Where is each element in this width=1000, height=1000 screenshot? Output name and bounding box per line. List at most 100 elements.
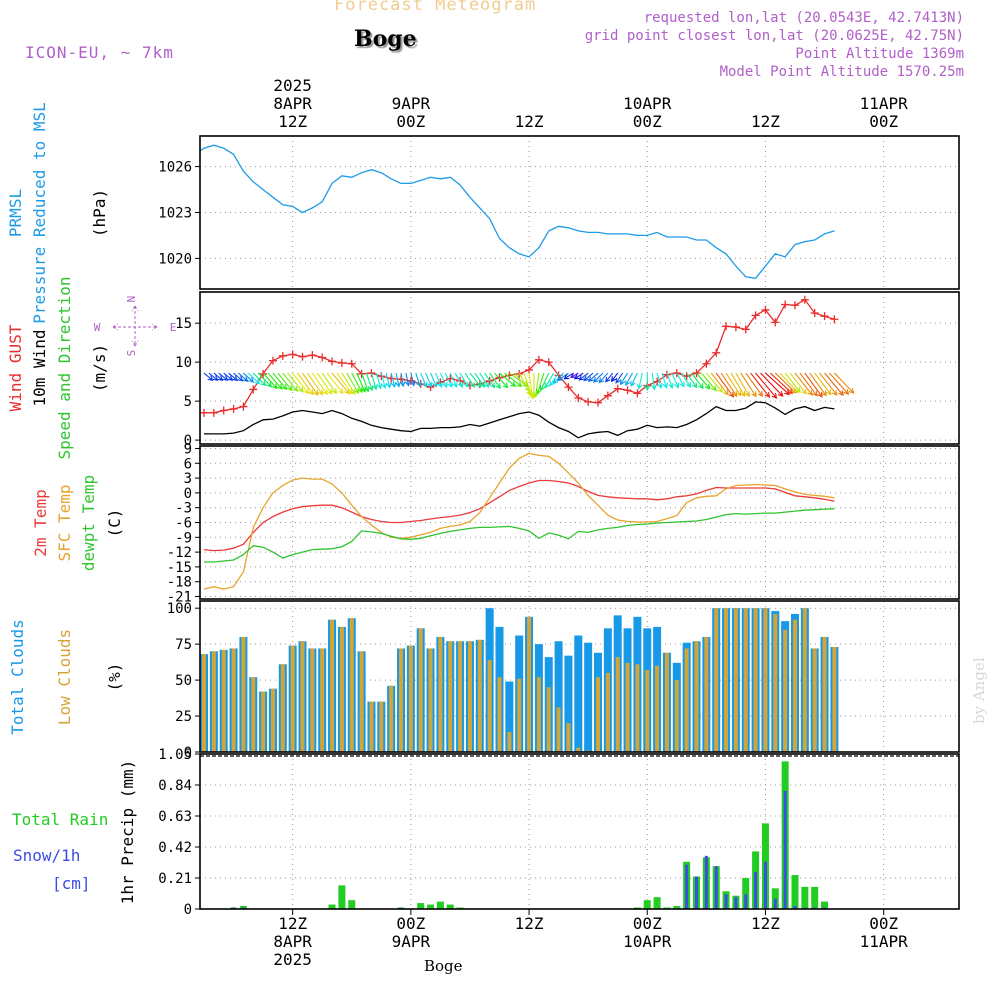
- low-cloud-bar: [418, 628, 423, 752]
- low-cloud-bar: [714, 608, 719, 752]
- low-cloud-bar: [261, 691, 266, 752]
- wind-arrow: [444, 372, 453, 388]
- wind-arrow: [218, 372, 229, 381]
- low-cloud-bar: [300, 641, 305, 752]
- rain-bar: [427, 904, 435, 909]
- temp-unit: (C): [105, 509, 124, 538]
- wind-arrow: [252, 372, 267, 387]
- gust-marker: [298, 352, 307, 361]
- snow-bar: [695, 876, 698, 909]
- low-cloud-bar: [467, 641, 472, 752]
- wind-arrow: [619, 372, 629, 386]
- compass-arrows: [112, 305, 158, 347]
- low-cloud-bar: [753, 608, 758, 752]
- bottom-time-label: 9APR: [392, 932, 431, 951]
- low-cloud-bar: [408, 645, 413, 752]
- low-cloud-bar: [389, 685, 394, 752]
- y-tick-label: -3: [175, 501, 192, 517]
- series-line-prmsl: [200, 144, 835, 279]
- total-cloud-bar: [554, 641, 563, 752]
- gust-marker: [288, 350, 297, 359]
- wind-arrow: [208, 372, 219, 381]
- low-cloud-bar: [211, 651, 216, 752]
- wind-arrow: [691, 372, 704, 390]
- wind-arrow: [557, 372, 569, 382]
- wind-arrow: [824, 372, 844, 397]
- low-cloud-bar: [428, 648, 433, 752]
- panel-clouds: 0 25 50 75 100: [167, 600, 960, 761]
- low-cloud-bar: [497, 677, 502, 752]
- wind-arrow: [203, 372, 214, 381]
- wind-arrow: [399, 372, 406, 388]
- gust-marker: [534, 355, 543, 364]
- y-tick-label: 100: [167, 601, 192, 617]
- wind-arrow: [370, 372, 378, 391]
- gust-marker: [830, 315, 839, 324]
- bottom-time-label: 00Z: [633, 914, 662, 933]
- top-time-label: 11APR: [860, 94, 909, 113]
- wind-gust-axis-title: Wind GUST: [6, 324, 25, 411]
- rain-bar: [801, 886, 809, 909]
- low-cloud-bar: [645, 670, 650, 752]
- low-cloud-bar: [280, 664, 285, 752]
- gust-marker: [800, 295, 809, 304]
- low-cloud-bar: [399, 648, 403, 752]
- wind-arrow: [464, 372, 476, 389]
- wind-arrow: [552, 372, 564, 384]
- wind-arrow: [745, 372, 764, 397]
- rain-bar: [446, 904, 454, 909]
- gust-marker: [406, 376, 415, 385]
- wind-arrow: [484, 372, 496, 389]
- wind-arrow: [696, 372, 711, 390]
- wind-arrow: [233, 372, 244, 382]
- wind-arrow: [740, 372, 757, 398]
- wind-arrow: [366, 372, 374, 392]
- wind-arrow: [644, 373, 651, 392]
- wind-arrow: [321, 372, 338, 395]
- wind-arrow: [636, 372, 643, 390]
- temp-sfc-axis-title: SFC Temp: [55, 484, 74, 561]
- low-cloud-bar: [566, 723, 571, 752]
- wind-arrow: [819, 372, 838, 396]
- wind-arrow: [390, 372, 397, 389]
- low-cloud-bar: [802, 608, 807, 752]
- wind-arrow: [605, 372, 614, 383]
- y-tick-label: 5: [184, 394, 192, 410]
- wind-arrow: [710, 372, 729, 396]
- wind-arrow: [569, 372, 579, 378]
- wind-arrow: [661, 372, 669, 389]
- temp-2m-axis-title: 2m Temp: [31, 489, 50, 556]
- wind-arrow: [789, 372, 807, 395]
- top-time-label: 12Z: [515, 112, 544, 131]
- series-line-dewpt-temp: [204, 508, 835, 563]
- gust-marker: [278, 351, 287, 360]
- low-cloud-bar: [202, 654, 206, 752]
- rain-bar: [643, 900, 651, 909]
- low-cloud-bar: [359, 651, 364, 752]
- rain-bar: [653, 897, 661, 909]
- wind-arrow: [799, 372, 818, 397]
- low-cloud-bar: [536, 677, 541, 752]
- wind-arrow: [375, 372, 383, 390]
- rain-bar: [821, 901, 829, 909]
- y-tick-label: 15: [175, 316, 192, 332]
- wind-arrow: [834, 372, 855, 394]
- gust-marker: [751, 311, 760, 320]
- snow-bar: [783, 790, 787, 909]
- wind-arrow: [449, 372, 458, 388]
- snow-bar: [685, 864, 689, 909]
- bottom-time-label: 00Z: [396, 914, 425, 933]
- panel-frame: [199, 753, 960, 910]
- panel-frame: [199, 600, 960, 753]
- wind-arrow: [686, 372, 698, 389]
- wind-arrow: [331, 372, 350, 395]
- gust-marker: [456, 376, 465, 385]
- y-tick-label: 3: [184, 471, 192, 487]
- gust-marker: [761, 305, 770, 314]
- gust-marker: [731, 323, 740, 332]
- y-tick-label: 0: [184, 433, 192, 449]
- panel-plot-area: [203, 452, 835, 590]
- wind-arrow: [410, 372, 416, 387]
- model-label: ICON-EU, ~ 7km: [25, 43, 174, 62]
- total-cloud-bar: [584, 642, 593, 752]
